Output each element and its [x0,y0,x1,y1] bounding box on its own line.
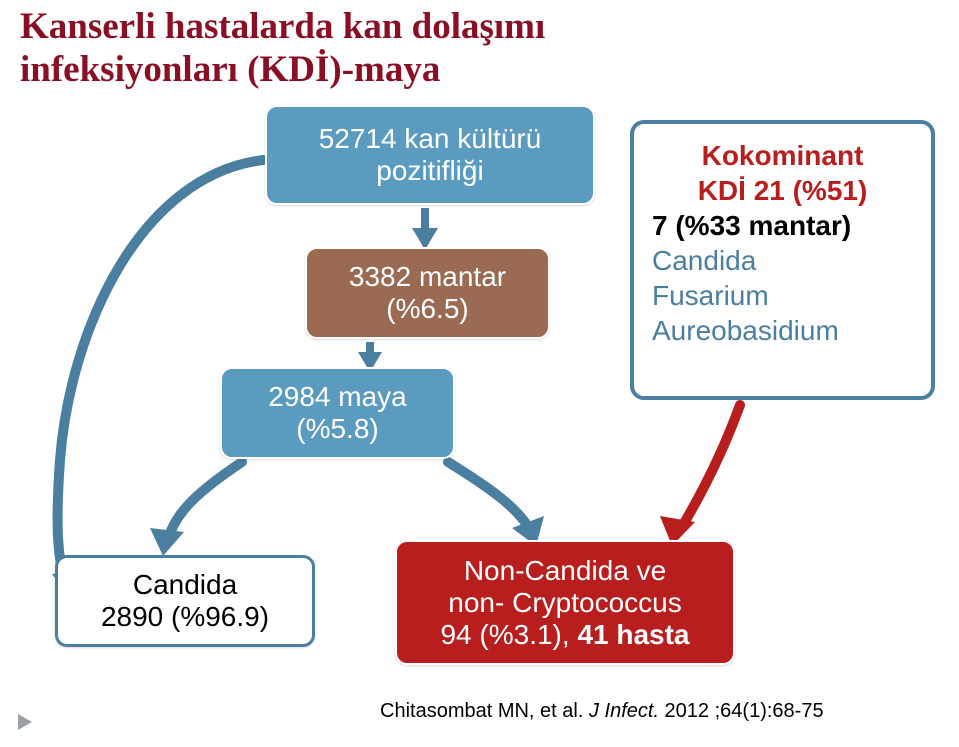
citation: Chitasombat MN, et al. J Infect. 2012 ;6… [380,700,824,723]
box-yeast-line1: 2984 maya [268,381,407,413]
box-candida-line1: Candida [133,569,237,601]
box-fungi-line2: (%6.5) [386,293,468,325]
arrow-yeast-to-candida [150,462,242,556]
box-noncandida-line1: Non-Candida ve [464,555,666,587]
box-culture-line2: pozitifliği [376,155,483,187]
box-kdi: Kokominant KDİ 21 (%51) 7 (%33 mantar) C… [630,120,935,400]
kdi-line4: Candida [652,243,913,278]
box-candida: Candida 2890 (%96.9) [55,555,315,647]
box-yeast: 2984 maya (%5.8) [220,367,455,459]
arrow-culture-to-fungi [412,208,438,250]
kdi-line5: Fusarium [652,278,913,313]
arrow-kdi-to-noncandida [660,405,740,546]
box-fungi-line1: 3382 mantar [349,261,506,293]
citation-prefix: Chitasombat MN, et al. [380,700,589,722]
box-culture-positives: 52714 kan kültürü pozitifliği [265,105,595,205]
kdi-line2: KDİ 21 (%51) [652,173,913,208]
kdi-line3: 7 (%33 mantar) [652,208,913,243]
kdi-line1: Kokominant [652,138,913,173]
arrow-yeast-to-noncandida [448,462,544,546]
box-noncandida-line3a: 94 (%3.1), [440,619,577,650]
box-noncandida-line3: 94 (%3.1), 41 hasta [440,619,689,651]
slide-bullet-icon [16,712,36,732]
box-noncandida-line3b: 41 hasta [577,619,689,650]
citation-suffix: 2012 ;64(1):68-75 [659,700,824,722]
box-culture-line1: 52714 kan kültürü [319,123,542,155]
citation-journal: J Infect. [589,700,659,722]
box-noncandida-line2: non- Cryptococcus [448,587,681,619]
box-yeast-line2: (%5.8) [296,413,378,445]
box-noncandida: Non-Candida ve non- Cryptococcus 94 (%3.… [395,540,735,665]
box-candida-line2: 2890 (%96.9) [101,601,269,633]
box-fungi: 3382 mantar (%6.5) [305,247,550,339]
kdi-line6: Aureobasidium [652,313,913,348]
